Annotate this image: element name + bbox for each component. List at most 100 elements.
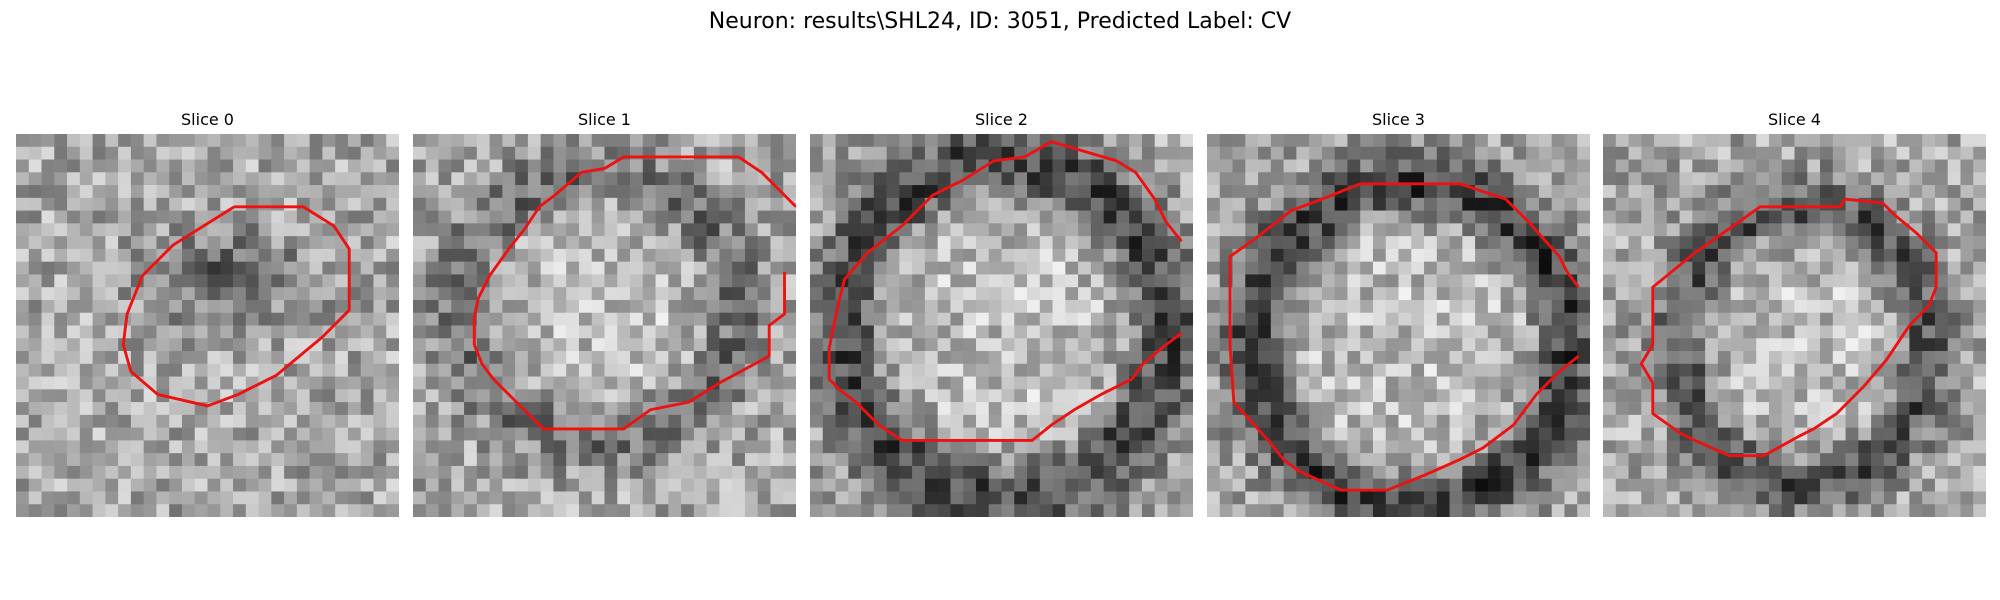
pixel xyxy=(848,172,862,186)
pixel xyxy=(988,363,1002,377)
pixel xyxy=(578,402,593,416)
pixel xyxy=(1538,197,1553,211)
pixel xyxy=(130,351,144,365)
pixel xyxy=(233,223,247,237)
pixel xyxy=(1960,414,1974,428)
pixel xyxy=(744,146,759,160)
pixel xyxy=(1615,236,1629,250)
pixel xyxy=(1666,376,1680,390)
pixel xyxy=(1551,146,1565,160)
pixel xyxy=(438,338,452,352)
pixel xyxy=(950,478,964,492)
pixel xyxy=(566,312,580,326)
pixel xyxy=(655,197,669,211)
pixel xyxy=(1180,197,1193,211)
pixel xyxy=(296,363,310,377)
pixel xyxy=(258,134,272,148)
pixel xyxy=(1743,312,1757,326)
pixel xyxy=(1922,223,1936,237)
pixel xyxy=(1052,248,1066,262)
pixel xyxy=(1692,376,1706,390)
pixel xyxy=(553,376,567,390)
pixel xyxy=(1039,159,1053,173)
pixel xyxy=(54,389,68,403)
pixel xyxy=(258,299,272,314)
pixel xyxy=(79,389,93,403)
pixel xyxy=(1705,363,1719,377)
pixel xyxy=(1500,210,1514,224)
pixel xyxy=(451,389,465,403)
pixel xyxy=(1947,440,1961,454)
pixel xyxy=(1245,134,1259,148)
pixel xyxy=(1360,159,1374,173)
pixel xyxy=(1717,325,1731,339)
pixel xyxy=(1129,299,1143,314)
pixel xyxy=(655,504,669,517)
pixel xyxy=(1756,210,1770,224)
pixel xyxy=(1372,363,1387,377)
pixel xyxy=(578,210,593,224)
pixel xyxy=(810,287,824,301)
pixel xyxy=(873,504,887,517)
pixel xyxy=(1270,478,1284,492)
pixel xyxy=(1526,325,1540,339)
pixel xyxy=(1922,274,1936,288)
pixel xyxy=(1500,491,1514,505)
pixel xyxy=(924,427,938,441)
pixel xyxy=(950,274,964,288)
pixel xyxy=(1027,440,1041,454)
pixel xyxy=(1820,389,1834,403)
pixel xyxy=(604,338,618,352)
pixel xyxy=(681,376,695,390)
pixel xyxy=(1883,453,1897,467)
pixel xyxy=(1538,248,1553,262)
pixel xyxy=(1896,351,1910,365)
pixel xyxy=(476,440,490,454)
pixel xyxy=(1730,312,1744,326)
pixel xyxy=(1871,491,1885,505)
pixel xyxy=(681,427,695,441)
pixel xyxy=(1768,197,1783,211)
pixel xyxy=(924,312,938,326)
pixel xyxy=(347,491,362,505)
pixel xyxy=(41,312,55,326)
pixel xyxy=(744,351,759,365)
pixel xyxy=(861,299,875,314)
pixel xyxy=(1436,325,1450,339)
pixel xyxy=(1309,312,1323,326)
pixel xyxy=(502,491,516,505)
pixel xyxy=(207,159,221,173)
pixel xyxy=(451,274,465,288)
pixel xyxy=(1207,223,1221,237)
pixel xyxy=(1001,159,1015,173)
pixel xyxy=(1372,427,1387,441)
pixel xyxy=(1781,261,1795,275)
pixel xyxy=(899,261,913,275)
pixel xyxy=(1883,491,1897,505)
pixel xyxy=(194,453,208,467)
pixel xyxy=(617,363,631,377)
pixel xyxy=(1654,440,1668,454)
pixel xyxy=(502,299,516,314)
pixel xyxy=(1934,274,1949,288)
pixel xyxy=(1296,389,1310,403)
pixel xyxy=(1141,223,1156,237)
pixel xyxy=(92,261,106,275)
pixel xyxy=(220,427,234,441)
pixel xyxy=(706,210,720,224)
pixel xyxy=(963,440,977,454)
pixel xyxy=(1781,389,1795,403)
pixel xyxy=(1258,453,1272,467)
pixel xyxy=(347,402,362,416)
pixel xyxy=(1487,299,1501,314)
pixel xyxy=(322,159,336,173)
pixel xyxy=(848,287,862,301)
pixel xyxy=(1934,236,1949,250)
pixel xyxy=(1090,261,1104,275)
pixel xyxy=(668,134,682,148)
pixel xyxy=(1360,236,1374,250)
pixel xyxy=(476,312,490,326)
pixel xyxy=(1526,338,1540,352)
pixel xyxy=(770,363,784,377)
pixel xyxy=(1283,134,1297,148)
